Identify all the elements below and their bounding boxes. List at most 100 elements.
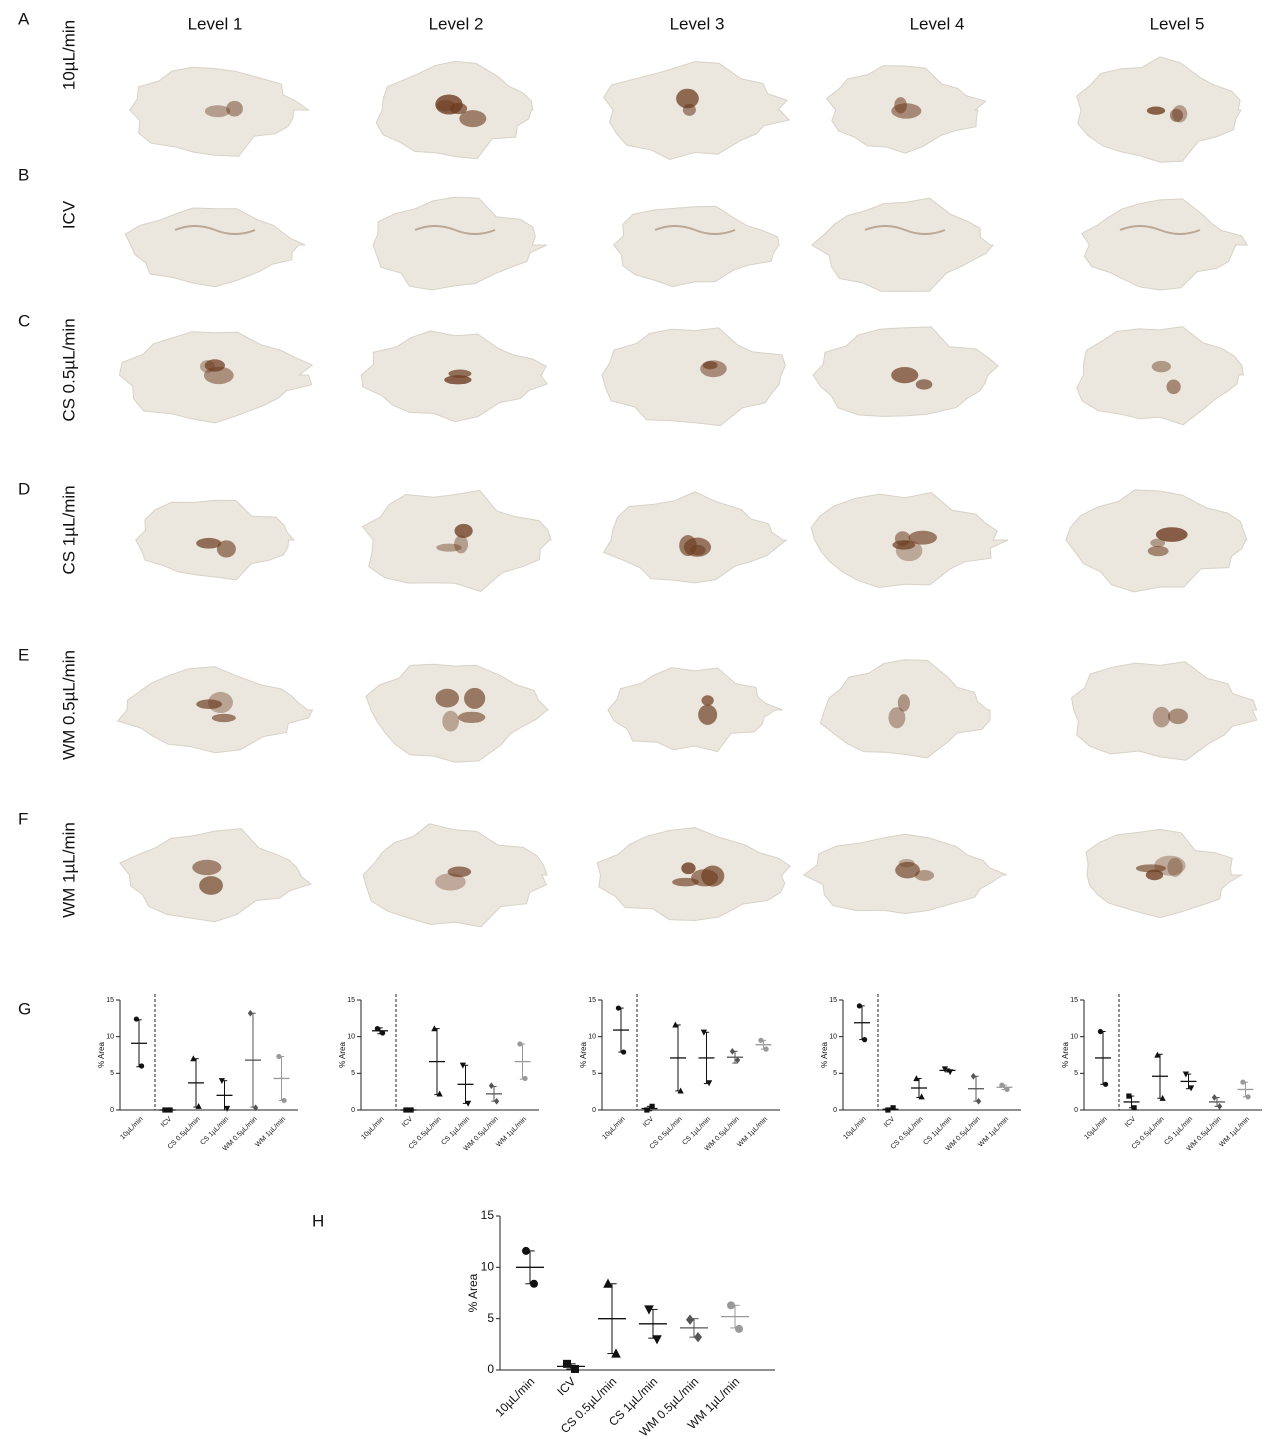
- column-label: Level 5: [1150, 14, 1205, 33]
- data-point: [375, 1026, 380, 1031]
- data-point: [489, 1082, 494, 1089]
- y-tick-label: 15: [588, 997, 596, 1004]
- y-tick-label: 15: [481, 1208, 495, 1222]
- brain-slices: [118, 57, 1257, 927]
- stain: [701, 695, 713, 705]
- data-point: [891, 1105, 896, 1110]
- column-label: Level 3: [670, 14, 725, 33]
- row-label: CS 0.5µL/min: [59, 318, 78, 421]
- column-label: Level 1: [188, 14, 243, 33]
- x-tick-label: ICV: [401, 1116, 414, 1129]
- y-tick-label: 15: [829, 997, 837, 1004]
- data-point: [276, 1054, 281, 1059]
- stain: [1167, 858, 1182, 877]
- data-point: [403, 1107, 408, 1112]
- stain: [703, 361, 718, 369]
- data-point: [603, 1279, 613, 1288]
- y-tick-label: 10: [347, 1034, 355, 1041]
- x-tick-label: WM 1µL/min: [1218, 1116, 1251, 1149]
- data-point: [248, 1010, 253, 1017]
- stain: [891, 367, 918, 383]
- data-point: [168, 1107, 173, 1112]
- data-point: [1240, 1080, 1245, 1085]
- y-axis-label: % Area: [820, 1042, 829, 1068]
- column-label: Level 4: [910, 14, 965, 33]
- data-point: [134, 1016, 139, 1021]
- data-point: [644, 1305, 654, 1314]
- x-tick-label: ICV: [554, 1374, 578, 1398]
- stain: [683, 104, 696, 116]
- stain: [1166, 380, 1180, 395]
- panel-label: F: [18, 809, 28, 828]
- data-point: [522, 1247, 530, 1255]
- stain: [192, 860, 221, 875]
- x-tick-label: CS 1µL/min: [440, 1116, 471, 1147]
- brain-slice: [604, 492, 787, 583]
- brain-slice: [125, 208, 305, 287]
- brain-slice: [604, 62, 790, 160]
- panel-label: C: [18, 311, 30, 330]
- figure: ABCDEFGH10µL/minICVCS 0.5µL/minCS 1µL/mi…: [0, 0, 1266, 1436]
- y-tick-label: 15: [1070, 997, 1078, 1004]
- data-point: [1246, 1094, 1251, 1099]
- row-label: ICV: [59, 200, 78, 229]
- y-tick-label: 5: [487, 1311, 494, 1325]
- data-point: [764, 1047, 769, 1052]
- y-tick-label: 0: [351, 1107, 355, 1114]
- brain-slice: [366, 664, 548, 762]
- x-tick-label: CS 1µL/min: [681, 1116, 712, 1147]
- stain: [1168, 709, 1188, 725]
- data-point: [523, 1076, 528, 1081]
- stain: [681, 862, 695, 874]
- stain: [435, 689, 459, 708]
- x-tick-label: WM 1µL/min: [736, 1116, 769, 1149]
- stain: [464, 688, 485, 709]
- stain: [199, 876, 223, 895]
- y-tick-label: 15: [347, 997, 355, 1004]
- data-point: [885, 1107, 890, 1112]
- x-tick-label: 10µL/min: [601, 1116, 626, 1141]
- panel-label: D: [18, 479, 30, 498]
- row-label: 10µL/min: [59, 20, 78, 90]
- stain: [1148, 546, 1169, 556]
- data-point: [971, 1073, 976, 1080]
- stain: [701, 866, 724, 887]
- data-point: [976, 1098, 981, 1105]
- stain: [1156, 527, 1188, 542]
- stain: [459, 110, 486, 127]
- data-point: [1103, 1082, 1108, 1087]
- x-tick-label: CS 1µL/min: [199, 1116, 230, 1147]
- data-point: [409, 1107, 414, 1112]
- y-tick-label: 10: [1070, 1034, 1078, 1041]
- x-tick-label: WM 1µL/min: [254, 1116, 287, 1149]
- data-point: [758, 1038, 763, 1043]
- brain-slice: [373, 197, 547, 290]
- stain: [916, 379, 933, 389]
- y-tick-label: 0: [592, 1107, 596, 1114]
- stain: [217, 540, 236, 557]
- x-tick-label: CS 1µL/min: [922, 1116, 953, 1147]
- x-tick-label: 10µL/min: [119, 1116, 144, 1141]
- panel-label: B: [18, 165, 29, 184]
- stain: [1152, 361, 1171, 373]
- stain: [1153, 707, 1170, 728]
- x-tick-label: ICV: [883, 1116, 896, 1129]
- x-tick-label: ICV: [642, 1116, 655, 1129]
- x-tick-label: WM 1µL/min: [977, 1116, 1010, 1149]
- data-point: [1098, 1029, 1103, 1034]
- data-point: [999, 1082, 1004, 1087]
- y-tick-label: 10: [106, 1034, 114, 1041]
- data-point: [571, 1365, 579, 1373]
- stain: [444, 375, 471, 384]
- data-point: [650, 1104, 655, 1109]
- data-point: [862, 1037, 867, 1042]
- data-point: [857, 1003, 862, 1008]
- brain-slice: [608, 668, 783, 752]
- stain: [891, 103, 921, 118]
- data-point: [730, 1048, 735, 1055]
- data-point: [727, 1301, 735, 1309]
- data-point: [694, 1332, 702, 1342]
- data-point: [563, 1360, 571, 1368]
- y-axis-label: % Area: [97, 1042, 106, 1068]
- data-point: [139, 1063, 144, 1068]
